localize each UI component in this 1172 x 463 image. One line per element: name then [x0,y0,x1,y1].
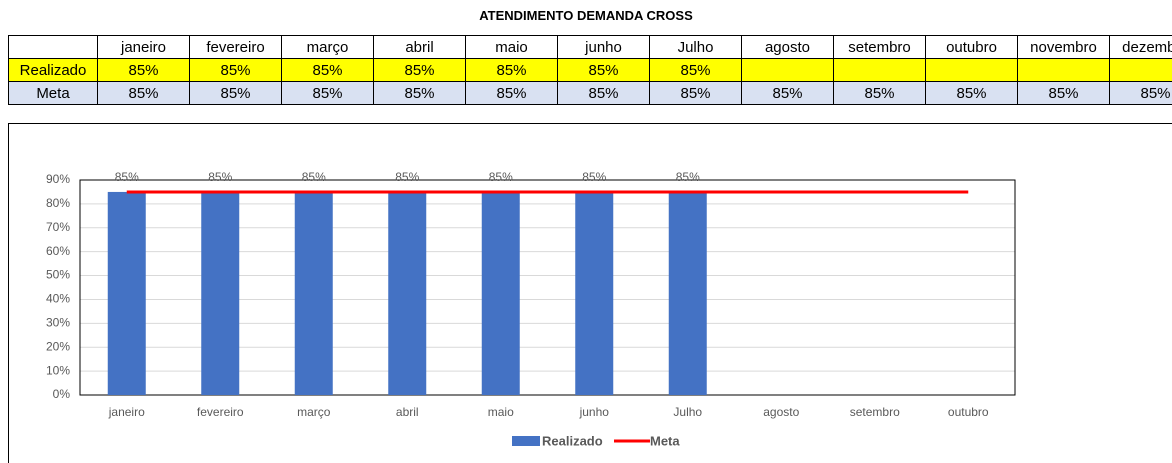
y-tick-label: 40% [46,292,70,306]
row-label: Realizado [8,58,98,82]
cell: 85% [189,58,282,82]
cell: 85% [557,58,650,82]
cell: 85% [281,81,374,105]
cell: 85% [1109,81,1172,105]
cell [925,58,1018,82]
cell: 85% [97,58,190,82]
cell: 85% [833,81,926,105]
column-header: agosto [741,35,834,59]
column-header: junho [557,35,650,59]
cell: 85% [465,58,558,82]
y-tick-label: 80% [46,196,70,210]
y-tick-label: 60% [46,244,70,258]
x-tick-label: janeiro [108,405,145,419]
cell: 85% [97,81,190,105]
cell: 85% [741,81,834,105]
table-row: Realizado 85% 85% 85% 85% 85% 85% 85% [8,58,1172,82]
bar [107,191,146,395]
data-label: 85% [302,170,326,184]
bar [201,191,240,395]
y-tick-label: 30% [46,316,70,330]
y-tick-label: 0% [53,387,71,401]
y-tick-label: 50% [46,268,70,282]
cell: 85% [373,81,466,105]
data-label: 85% [395,170,419,184]
header-row: janeiro fevereiro março abril maio junho Julho… [8,35,1172,59]
x-tick-label: março [297,405,331,419]
y-tick-label: 70% [46,220,70,234]
cell: 85% [1017,81,1110,105]
plot-frame [79,179,1016,396]
cell [833,58,926,82]
column-header: outubro [925,35,1018,59]
x-tick-label: fevereiro [197,405,244,419]
data-table: janeiro fevereiro março abril maio junho Julho… [8,35,1172,105]
column-header: janeiro [97,35,190,59]
x-tick-label: junho [579,405,610,419]
column-header: novembro [1017,35,1110,59]
chart-frame [8,123,1172,463]
x-tick-label: maio [488,405,514,419]
bar [481,191,520,395]
x-tick-label: outubro [948,405,989,419]
x-tick-label: setembro [850,405,900,419]
table-row: Meta 85% 85% 85% 85% 85% 85% 85% 85% 85% 85% 85% 85% [8,81,1172,105]
cell: 85% [925,81,1018,105]
bar [388,191,427,395]
column-header: Julho [649,35,742,59]
bar [668,191,707,395]
data-label: 85% [489,170,513,184]
y-tick-label: 10% [46,363,70,377]
bar [294,191,333,395]
y-tick-label: 90% [46,172,70,186]
column-header: março [281,35,374,59]
y-tick-label: 20% [46,339,70,353]
corner-cell [8,35,98,59]
legend-label: Meta [650,433,680,448]
legend-swatch [512,436,540,446]
data-label: 85% [115,170,139,184]
cell [1017,58,1110,82]
data-label: 85% [582,170,606,184]
data-label: 85% [676,170,700,184]
cell: 85% [189,81,282,105]
legend-label: Realizado [542,433,603,448]
cell: 85% [465,81,558,105]
sheet-title: ATENDIMENTO DEMANDA CROSS [479,8,693,23]
x-tick-label: abril [396,405,419,419]
column-header: setembro [833,35,926,59]
data-label: 85% [208,170,232,184]
x-tick-label: agosto [763,405,799,419]
cell [741,58,834,82]
x-tick-label: Julho [673,405,702,419]
bar [575,191,614,395]
